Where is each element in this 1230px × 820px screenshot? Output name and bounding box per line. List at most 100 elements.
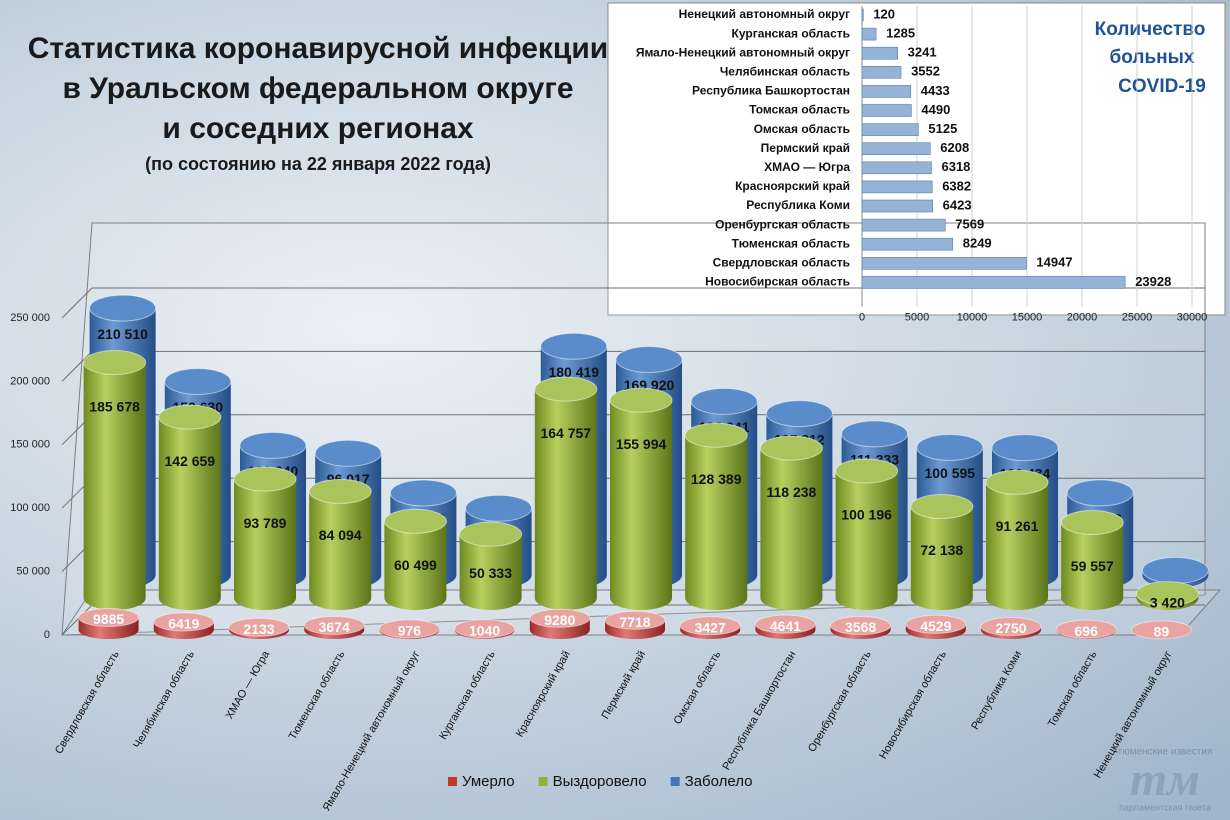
cylinder-body: [459, 534, 522, 610]
x-tick-label: Омская область: [672, 649, 724, 727]
value-label: 6208: [940, 140, 969, 155]
y-tick-label: ХМАО — Югра: [764, 160, 850, 174]
cylinder-top: [985, 469, 1049, 495]
x-tick-label: Новосибирская область: [877, 649, 949, 761]
cylinder-top: [835, 458, 899, 484]
value-label: 23928: [1135, 274, 1171, 289]
cylinder: [383, 508, 447, 610]
cylinder-top: [465, 494, 533, 522]
cylinder-top: [980, 617, 1042, 637]
value-label: 3241: [908, 45, 937, 60]
cylinder-top: [615, 346, 683, 374]
title-line: в Уральском федеральном округе: [62, 72, 573, 105]
cylinder: [759, 435, 823, 610]
cylinder-top: [991, 434, 1059, 462]
value-label: 6318: [941, 159, 970, 174]
value-label: 3674: [319, 619, 350, 635]
x-tick-label: Тюменская область: [287, 649, 348, 742]
cylinder: [679, 616, 741, 639]
legend-swatch: [670, 777, 680, 786]
value-label: 59 557: [1071, 558, 1114, 574]
x-tick-label: Красноярский край: [514, 649, 573, 739]
bar: [861, 46, 898, 60]
value-label: 118 238: [766, 484, 816, 500]
value-label: 120: [873, 6, 895, 21]
value-label: 60 499: [394, 557, 437, 573]
legend-swatch: [448, 777, 457, 786]
cylinder-body: [83, 362, 146, 610]
cylinder-top: [916, 433, 984, 461]
y-tick-label: Республика Башкортостан: [692, 84, 850, 98]
x-tick-label: 10000: [957, 311, 988, 323]
cylinder-top: [754, 614, 816, 634]
cylinder-top: [905, 614, 967, 634]
cylinder: [905, 614, 967, 639]
cylinder: [910, 494, 974, 610]
y-tick-label: Оренбургская область: [715, 217, 850, 231]
value-label: 6382: [942, 178, 971, 193]
x-tick-label: 20000: [1067, 311, 1098, 323]
bar: [861, 161, 932, 175]
value-label: 1040: [469, 622, 500, 638]
cylinder-top: [841, 420, 909, 448]
cylinder-top: [529, 608, 591, 628]
cylinder-top: [314, 439, 382, 467]
value-label: 5125: [928, 121, 957, 136]
cylinder-body: [610, 400, 672, 610]
cylinder-top: [540, 332, 608, 360]
x-tick-label: Республика Коми: [969, 649, 1024, 732]
cylinder-body: [158, 417, 221, 610]
cylinder: [1130, 620, 1192, 640]
logo-text: тюменские известия: [1118, 747, 1213, 758]
cylinder: [1055, 619, 1117, 639]
bar: [861, 66, 902, 79]
inset-title: COVID-19: [1118, 76, 1206, 97]
cylinder-top: [308, 478, 372, 504]
y-tick-label: 200 000: [10, 375, 50, 387]
y-tick-label: 50 000: [16, 566, 50, 578]
y-tick-label: Томская область: [749, 103, 850, 117]
x-tick-label: 15000: [1012, 311, 1043, 323]
cylinder: [754, 614, 816, 639]
logo-text: парламентская газета: [1119, 802, 1211, 812]
value-label: 180 419: [548, 364, 599, 380]
value-label: 2133: [243, 621, 274, 637]
bar: [861, 218, 946, 232]
value-label: 89: [1154, 624, 1170, 640]
cylinder: [454, 619, 516, 639]
value-label: 14947: [1036, 255, 1072, 270]
value-label: 4433: [921, 83, 950, 98]
legend-label: Умерло: [462, 773, 515, 790]
bar: [861, 237, 954, 251]
subtitle: (по состоянию на 22 января 2022 года): [145, 154, 491, 174]
cylinder: [835, 458, 899, 610]
value-label: 100 196: [841, 507, 892, 523]
value-label: 72 138: [920, 542, 963, 558]
y-tick-label: 100 000: [10, 502, 50, 514]
bar: [861, 104, 912, 117]
cylinder: [604, 610, 666, 639]
cylinder-top: [830, 615, 892, 635]
cylinder-top: [164, 367, 232, 395]
x-tick-label: Курганская область: [437, 649, 498, 742]
value-label: 7718: [619, 614, 650, 630]
cylinder: [378, 619, 440, 639]
cylinder: [228, 617, 290, 639]
inset-title: Количество: [1095, 19, 1206, 40]
value-label: 8249: [963, 236, 992, 251]
legend-label: Выздоровело: [553, 773, 647, 790]
cylinder: [1135, 581, 1199, 610]
value-label: 84 094: [319, 527, 362, 543]
y-tick-label: Омская область: [754, 122, 850, 136]
cylinder-top: [1060, 509, 1124, 535]
y-tick-label: Курганская область: [732, 26, 850, 40]
x-tick-label: Свердловская область: [53, 649, 122, 756]
bar: [861, 8, 864, 22]
y-tick-label: Свердловская область: [713, 255, 850, 269]
y-tick-label: Пермский край: [761, 141, 850, 155]
cylinder-top: [690, 387, 758, 415]
value-label: 6423: [943, 197, 972, 212]
cylinder-top: [1066, 479, 1134, 507]
bar: [861, 27, 877, 41]
value-label: 3552: [911, 64, 940, 79]
